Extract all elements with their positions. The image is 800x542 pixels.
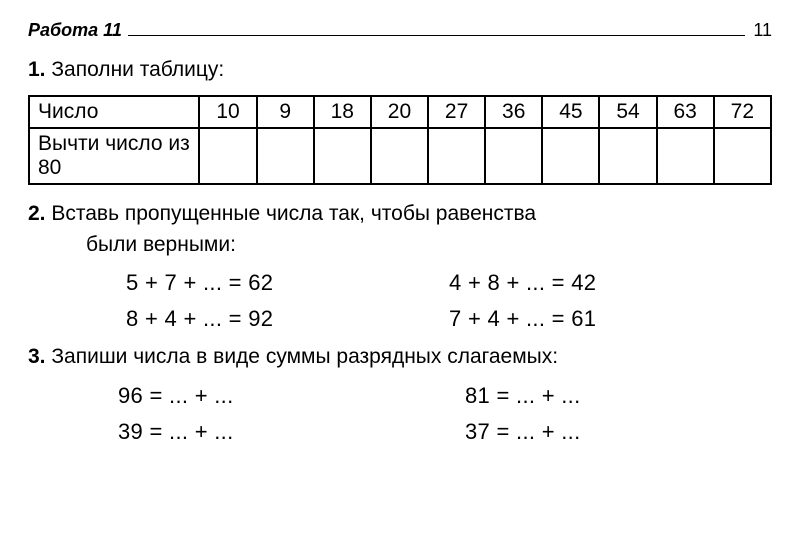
task-3: 3. Запиши числа в виде суммы разрядных с…	[28, 342, 772, 372]
table-cell: 10	[199, 96, 256, 128]
equation: 37 = ... + ...	[465, 419, 772, 445]
task-1: 1. Заполни таблицу:	[28, 55, 772, 85]
task-1-table: Число 10 9 18 20 27 36 45 54 63 72 Вычти…	[28, 95, 772, 185]
answer-cell[interactable]	[714, 128, 771, 184]
table-cell: 54	[599, 96, 656, 128]
task-3-number: 3.	[28, 345, 46, 368]
answer-cell[interactable]	[657, 128, 714, 184]
table-row: Вычти число из 80	[29, 128, 771, 184]
task-1-number: 1.	[28, 58, 46, 81]
equation: 5 + 7 + ... = 62	[126, 270, 449, 296]
equation: 81 = ... + ...	[465, 383, 772, 409]
answer-cell[interactable]	[428, 128, 485, 184]
table-cell: 72	[714, 96, 771, 128]
table-row: Число 10 9 18 20 27 36 45 54 63 72	[29, 96, 771, 128]
task-2-line1: Вставь пропущенные числа так, чтобы раве…	[51, 202, 536, 225]
table-cell: 36	[485, 96, 542, 128]
equation: 8 + 4 + ... = 92	[126, 306, 449, 332]
equation: 7 + 4 + ... = 61	[449, 306, 772, 332]
answer-cell[interactable]	[371, 128, 428, 184]
row-label-number: Число	[29, 96, 199, 128]
table-cell: 9	[257, 96, 314, 128]
task-3-equations: 96 = ... + ... 39 = ... + ... 81 = ... +…	[28, 383, 772, 455]
task-2-col2: 4 + 8 + ... = 42 7 + 4 + ... = 61	[449, 270, 772, 342]
table-cell: 20	[371, 96, 428, 128]
work-label: Работа 11	[28, 20, 122, 41]
answer-cell[interactable]	[257, 128, 314, 184]
task-2-line2: были верными:	[28, 230, 772, 260]
equation: 96 = ... + ...	[118, 383, 425, 409]
worksheet-header: Работа 11 11	[28, 20, 772, 41]
row-label-subtract: Вычти число из 80	[29, 128, 199, 184]
task-1-text: Заполни таблицу:	[51, 58, 224, 81]
table-cell: 27	[428, 96, 485, 128]
answer-cell[interactable]	[599, 128, 656, 184]
task-2-equations: 5 + 7 + ... = 62 8 + 4 + ... = 92 4 + 8 …	[28, 270, 772, 342]
answer-cell[interactable]	[199, 128, 256, 184]
header-rule	[128, 35, 745, 36]
page-number: 11	[753, 20, 772, 41]
task-2: 2. Вставь пропущенные числа так, чтобы р…	[28, 199, 772, 260]
task-3-col1: 96 = ... + ... 39 = ... + ...	[118, 383, 425, 455]
task-2-col1: 5 + 7 + ... = 62 8 + 4 + ... = 92	[126, 270, 449, 342]
task-3-text: Запиши числа в виде суммы разрядных слаг…	[51, 345, 558, 368]
table-cell: 45	[542, 96, 599, 128]
answer-cell[interactable]	[314, 128, 371, 184]
answer-cell[interactable]	[485, 128, 542, 184]
table-cell: 18	[314, 96, 371, 128]
equation: 39 = ... + ...	[118, 419, 425, 445]
table-cell: 63	[657, 96, 714, 128]
answer-cell[interactable]	[542, 128, 599, 184]
equation: 4 + 8 + ... = 42	[449, 270, 772, 296]
task-3-col2: 81 = ... + ... 37 = ... + ...	[425, 383, 772, 455]
task-2-number: 2.	[28, 202, 46, 225]
